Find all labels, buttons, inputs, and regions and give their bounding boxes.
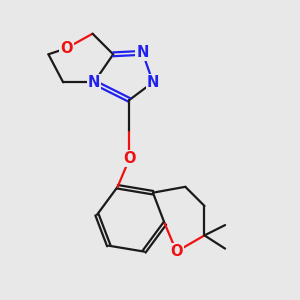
Text: O: O (123, 151, 136, 166)
Text: O: O (60, 41, 72, 56)
Text: N: N (147, 75, 159, 90)
Text: O: O (170, 244, 183, 259)
Text: N: N (136, 45, 149, 60)
Text: N: N (88, 75, 100, 90)
